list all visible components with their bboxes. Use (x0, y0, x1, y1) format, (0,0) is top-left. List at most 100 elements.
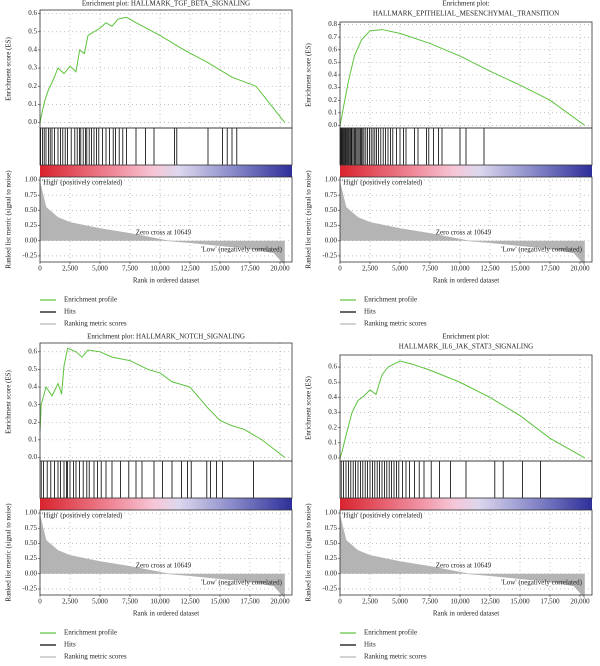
legend-label: Ranking metric scores (364, 653, 427, 661)
x-tick-label: 7,500 (422, 265, 438, 273)
annotation: 'High' (positively correlated) (42, 179, 123, 187)
y-axis-label: Enrichment score (ES) (5, 369, 13, 433)
metric-area (340, 183, 585, 266)
annotation: Zero cross at 10649 (436, 228, 492, 236)
y-tick-label: 0.6 (328, 45, 337, 53)
panel-frame (339, 460, 593, 499)
panel-frame (39, 460, 293, 499)
enrichment-line (39, 347, 286, 458)
y-axis-label: Enrichment score (ES) (5, 36, 13, 100)
x-tick-label: 0 (338, 265, 342, 273)
y2-tick-label: -0.25 (22, 252, 37, 260)
legend-label: Hits (64, 641, 76, 649)
metric-area (340, 516, 585, 599)
panel-frame (39, 9, 293, 129)
y-tick-label: 0.2 (328, 423, 337, 431)
y2-tick-label: 0.50 (325, 206, 338, 214)
panel-frame (39, 342, 293, 462)
y-tick-label: 0.1 (328, 438, 337, 446)
annotation: 'High' (positively correlated) (42, 512, 123, 520)
color-bar (340, 165, 592, 177)
x-tick-label: 7,500 (122, 265, 138, 273)
y2-tick-label: 0.75 (25, 191, 38, 199)
y2-tick-label: 1.00 (25, 509, 38, 517)
y-tick-label: 0.5 (328, 378, 337, 386)
y-tick-label: 0.7 (328, 33, 337, 41)
x-tick-label: 0 (38, 598, 42, 606)
y-tick-label: 0.6 (28, 9, 37, 17)
panel-frame (339, 127, 593, 166)
y2-axis-label: Ranked list metric (signal to noise) (305, 170, 313, 269)
x-tick-label: 5,000 (392, 598, 408, 606)
y-tick-label: 0.5 (28, 27, 37, 35)
x-tick-label: 10,000 (450, 265, 470, 273)
metric-line (339, 515, 586, 599)
annotation: 'Low' (negatively correlated) (501, 579, 582, 587)
panel-frame (39, 176, 293, 263)
x-tick-label: 10,000 (450, 598, 470, 606)
y-tick-label: 0.3 (28, 400, 37, 408)
y2-tick-label: 0.75 (325, 191, 338, 199)
x-tick-label: 2,500 (62, 265, 78, 273)
y-tick-label: 0.6 (28, 347, 37, 355)
y-axis-label: Enrichment score (ES) (305, 375, 313, 439)
x-tick-label: 20,000 (270, 598, 290, 606)
y-tick-label: 0.2 (328, 96, 337, 104)
y2-tick-label: 0.50 (325, 539, 338, 547)
y2-tick-label: 0.50 (25, 206, 38, 214)
x-tick-label: 12,500 (180, 598, 200, 606)
y-tick-label: 0.0 (328, 121, 337, 129)
panel-frame (39, 127, 293, 166)
y2-tick-label: 0.00 (325, 236, 338, 244)
y-tick-label: 0.4 (328, 71, 337, 79)
x-tick-label: 20,000 (570, 265, 590, 273)
y2-tick-label: -0.25 (22, 585, 37, 593)
x-axis-label: Rank in ordered dataset (433, 277, 499, 285)
y-tick-label: 0.2 (28, 418, 37, 426)
color-bar (40, 165, 292, 177)
legend-label: Ranking metric scores (64, 653, 127, 661)
x-tick-label: 17,500 (540, 265, 560, 273)
x-tick-label: 10,000 (150, 265, 170, 273)
x-tick-label: 17,500 (540, 598, 560, 606)
annotation: Zero cross at 10649 (136, 228, 192, 236)
annotation: 'Low' (negatively correlated) (501, 246, 582, 254)
panel-frame (339, 354, 593, 462)
y-tick-label: 0.0 (328, 454, 337, 462)
y-tick-label: 0.3 (328, 408, 337, 416)
enrichment-line (339, 360, 586, 459)
x-tick-label: 15,000 (510, 598, 530, 606)
legend-label: Hits (364, 641, 376, 649)
legend-label: Ranking metric scores (364, 320, 427, 328)
x-tick-label: 2,500 (62, 598, 78, 606)
y2-axis-label: Ranked list metric (signal to noise) (305, 503, 313, 602)
y2-axis-label: Ranked list metric (signal to noise) (5, 503, 13, 602)
x-tick-label: 0 (38, 265, 42, 273)
y2-tick-label: 0.00 (25, 569, 38, 577)
y2-tick-label: 0.50 (25, 539, 38, 547)
y-tick-label: 0.0 (28, 118, 37, 126)
panel-title: Enrichment plot: (442, 0, 489, 8)
y2-tick-label: 0.25 (25, 554, 38, 562)
panel-frame (39, 509, 293, 596)
panel-title: Enrichment plot: (442, 333, 489, 341)
x-tick-label: 5,000 (392, 265, 408, 273)
annotation: 'High' (positively correlated) (342, 512, 423, 520)
x-tick-label: 12,500 (180, 265, 200, 273)
color-bar (40, 498, 292, 510)
y2-tick-label: -0.25 (322, 585, 337, 593)
x-tick-label: 12,500 (480, 598, 500, 606)
y2-tick-label: 0.25 (325, 221, 338, 229)
y2-tick-label: 0.25 (325, 554, 338, 562)
panel-title: Enrichment plot: HALLMARK_NOTCH_SIGNALIN… (87, 333, 245, 341)
x-tick-label: 10,000 (150, 598, 170, 606)
metric-line (39, 515, 286, 599)
panel-frame (339, 509, 593, 596)
legend-label: Enrichment profile (364, 296, 417, 304)
y-tick-label: 0.0 (28, 453, 37, 461)
y2-tick-label: 0.00 (25, 236, 38, 244)
y2-axis-label: Ranked list metric (signal to noise) (5, 170, 13, 269)
enrichment-line (39, 16, 286, 123)
x-axis-label: Rank in ordered dataset (133, 610, 199, 618)
